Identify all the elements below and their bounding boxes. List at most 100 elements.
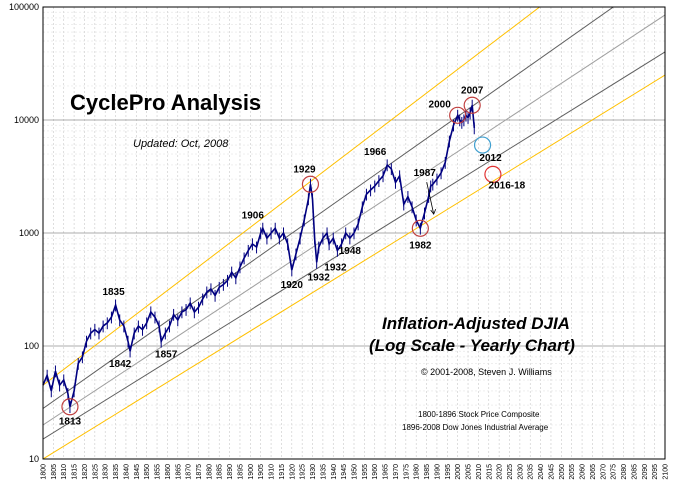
x-tick-label: 1835	[113, 464, 120, 480]
x-tick-label: 1935	[320, 464, 327, 480]
channel-line	[43, 7, 615, 409]
plot-frame	[42, 6, 666, 460]
x-tick-label: 1820	[82, 464, 89, 480]
x-tick-label: 1920	[289, 464, 296, 480]
x-tick-label: 1830	[103, 464, 110, 480]
annotation-circle	[301, 175, 320, 193]
x-tick-label: 2055	[569, 464, 576, 480]
chart-title: CyclePro Analysis	[70, 90, 261, 115]
x-tick-label: 1855	[155, 464, 162, 480]
x-tick-labels: 1800 1805 1810 1815 1820 1825 1830 1835 1840 1845…	[41, 464, 670, 480]
x-tick-label: 1955	[362, 464, 369, 480]
annotation-label: 1932	[308, 272, 331, 283]
x-tick-label: 1980	[414, 464, 421, 480]
y-tick-label: 1000	[19, 228, 39, 238]
x-tick-label: 1810	[61, 464, 68, 480]
x-tick-label: 1825	[92, 464, 99, 480]
annotation-circle	[61, 398, 79, 416]
x-tick-label: 1970	[393, 464, 400, 480]
y-tick-label: 10	[29, 454, 39, 464]
x-tick-label: 1925	[300, 464, 307, 480]
annotation-label: 1857	[155, 349, 178, 360]
x-tick-label: 2065	[590, 464, 597, 480]
annotation-label: 2000	[429, 99, 452, 110]
x-tick-label: 1845	[134, 464, 141, 480]
x-tick-label: 2045	[548, 464, 555, 480]
channel-line	[43, 14, 665, 426]
channel-lines	[43, 7, 665, 459]
x-tick-label: 2060	[580, 464, 587, 480]
source-note-2: 1896-2008 Dow Jones Industrial Average	[402, 423, 549, 432]
x-tick-label: 1905	[258, 464, 265, 480]
annotation-circles	[61, 96, 502, 416]
annotation-label: 1929	[293, 164, 316, 175]
annotation-circle	[484, 165, 502, 184]
x-tick-label: 1850	[144, 464, 151, 480]
annotation-label: 1966	[364, 147, 387, 158]
x-tick-label: 2075	[611, 464, 618, 480]
annotation-arrowhead	[430, 208, 437, 215]
x-tick-label: 1805	[51, 464, 58, 480]
x-tick-label: 2085	[631, 464, 638, 480]
x-tick-label: 2090	[642, 464, 649, 480]
x-tick-label: 1800	[41, 464, 48, 480]
annotation-circle	[473, 136, 492, 154]
annotation-label: 1987	[414, 168, 437, 179]
x-tick-label: 2005	[466, 464, 473, 480]
annotation-label: 2007	[461, 85, 484, 96]
annotation-label: 1920	[281, 280, 304, 291]
annotation-label: 2016-18	[489, 180, 526, 191]
x-tick-label: 2025	[507, 464, 514, 480]
annotation-circle	[411, 219, 429, 237]
x-tick-label: 2000	[455, 464, 462, 480]
x-tick-label: 1975	[403, 464, 410, 480]
annotation-label: 2012	[479, 153, 502, 164]
x-tick-label: 1890	[227, 464, 234, 480]
x-tick-label: 1900	[248, 464, 255, 480]
x-tick-label: 1915	[279, 464, 286, 480]
annotation-label: 1835	[102, 287, 125, 298]
x-tick-label: 1865	[175, 464, 182, 480]
x-tick-label: 1985	[424, 464, 431, 480]
x-tick-label: 2015	[486, 464, 493, 480]
x-tick-label: 1965	[383, 464, 390, 480]
x-tick-label: 2040	[538, 464, 545, 480]
x-tick-label: 2070	[600, 464, 607, 480]
x-tick-label: 1880	[206, 464, 213, 480]
x-tick-label: 1895	[237, 464, 244, 480]
updated-note: Updated: Oct, 2008	[133, 138, 229, 150]
x-tick-label: 1960	[372, 464, 379, 480]
subtitle-line-2: (Log Scale - Yearly Chart)	[369, 336, 575, 355]
x-tick-label: 1885	[217, 464, 224, 480]
x-tick-label: 2020	[497, 464, 504, 480]
series-group	[42, 99, 476, 414]
x-tick-label: 1910	[269, 464, 276, 480]
annotation-label: 1932	[324, 263, 347, 274]
x-tick-label: 2035	[528, 464, 535, 480]
x-tick-label: 2030	[517, 464, 524, 480]
annotation-label: 1982	[409, 240, 432, 251]
x-tick-label: 2010	[476, 464, 483, 480]
channel-line	[43, 7, 541, 386]
source-note-1: 1800-1896 Stock Price Composite	[418, 410, 540, 419]
annotation-label: 1813	[59, 417, 82, 428]
x-tick-label: 2050	[559, 464, 566, 480]
x-tick-label: 1950	[352, 464, 359, 480]
x-tick-label: 1995	[445, 464, 452, 480]
annotation-label: 1906	[242, 210, 265, 221]
x-tick-label: 1840	[123, 464, 130, 480]
annotation-circle	[449, 106, 467, 124]
x-tick-label: 1870	[186, 464, 193, 480]
x-tick-label: 2100	[663, 464, 670, 480]
channel-line	[43, 74, 665, 459]
x-tick-label: 1930	[310, 464, 317, 480]
x-tick-label: 1875	[196, 464, 203, 480]
y-tick-label: 100000	[9, 2, 39, 12]
x-tick-label: 1940	[331, 464, 338, 480]
annotation-label: 1948	[339, 246, 362, 257]
x-tick-label: 1815	[72, 464, 79, 480]
x-tick-label: 1860	[165, 464, 172, 480]
annotation-label: 1842	[109, 359, 132, 370]
